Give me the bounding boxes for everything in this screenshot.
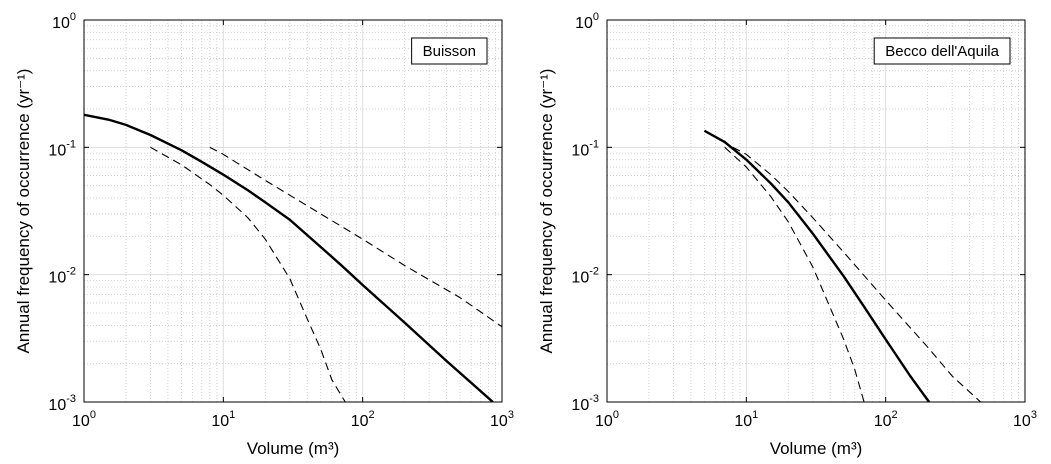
series-group [84, 113, 502, 402]
series-line-dashed-2 [724, 146, 865, 402]
x-tick-label: 103 [1013, 409, 1037, 430]
legend-label: Buisson [423, 43, 476, 60]
x-tick-label: 102 [351, 409, 375, 430]
legend-label: Becco dell'Aquila [885, 43, 999, 60]
series-line-solid [703, 129, 931, 402]
x-axis-label: Volume (m³) [247, 439, 340, 458]
legend: Buisson [411, 37, 488, 65]
axes-box [606, 19, 1026, 403]
tick-marks [606, 19, 1026, 403]
y-axis-label: Annual frequency of occurrence (yr⁻¹) [537, 69, 556, 354]
grid [84, 20, 502, 402]
chart-panel-buisson: 100 101 102 103 10-3 10-2 10-1 100 Volume (m³) An… [14, 11, 514, 458]
legend-box [411, 37, 488, 65]
y-tick-label: 10-2 [48, 266, 76, 287]
y-tick-label: 10-3 [48, 393, 76, 414]
axes-box [83, 19, 503, 403]
legend-box [873, 37, 1011, 65]
x-axis-label: Volume (m³) [770, 439, 863, 458]
series-line-dashed-1 [732, 146, 981, 402]
plot-area [84, 20, 502, 402]
x-tick-label: 101 [211, 409, 235, 430]
plot-area [607, 20, 1025, 402]
y-axis-label: Annual frequency of occurrence (yr⁻¹) [14, 69, 33, 354]
y-tick-label: 100 [575, 11, 599, 32]
series-group [703, 129, 981, 402]
y-tick-label: 10-3 [571, 393, 599, 414]
legend: Becco dell'Aquila [873, 37, 1011, 65]
x-tick-label: 102 [874, 409, 898, 430]
y-tick-label: 10-2 [571, 266, 599, 287]
x-tick-label: 103 [490, 409, 514, 430]
chart-panel-becco-dell-aquila: 100 101 102 103 10-3 10-2 10-1 100 Volume (m³) An… [537, 11, 1037, 458]
x-tick-label: 100 [595, 409, 619, 430]
tick-marks [83, 19, 503, 403]
y-tick-label: 10-1 [48, 138, 76, 159]
x-tick-label: 100 [72, 409, 96, 430]
y-tick-label: 100 [52, 11, 76, 32]
series-line-solid [84, 113, 494, 402]
x-tick-label: 101 [734, 409, 758, 430]
grid [607, 20, 1025, 402]
y-tick-label: 10-1 [571, 138, 599, 159]
series-line-dashed-2 [150, 146, 346, 402]
